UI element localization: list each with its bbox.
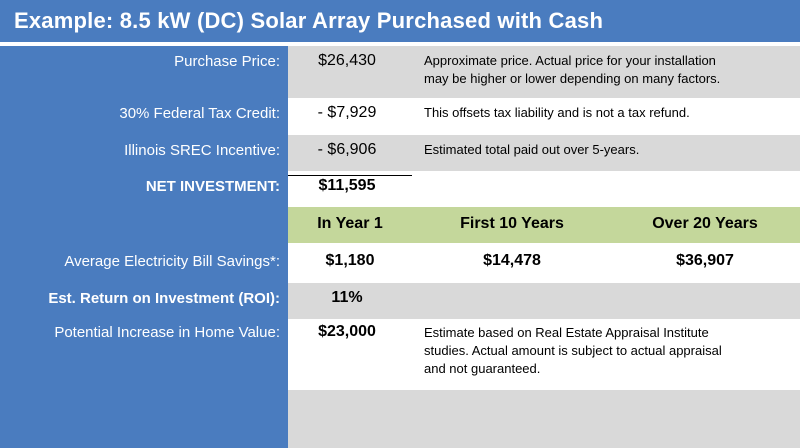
srec-value: - $6,906: [317, 141, 377, 158]
roi-row-bg: [288, 283, 800, 319]
home-value-note: Estimate based on Real Estate Appraisal …: [424, 324, 794, 378]
savings-twenty-years: $36,907: [676, 252, 734, 269]
roi-label: Est. Return on Investment (ROI):: [48, 290, 280, 307]
home-value-label: Potential Increase in Home Value:: [54, 324, 280, 341]
purchase-row-bg: [288, 46, 800, 98]
purchase-price-note: Approximate price. Actual price for your…: [424, 52, 794, 88]
roi-value: 11%: [331, 289, 363, 306]
label-column: [0, 46, 288, 448]
home-note-line: and not guaranteed.: [424, 361, 541, 376]
purchase-note-line: Approximate price. Actual price for your…: [424, 53, 716, 68]
page-title: Example: 8.5 kW (DC) Solar Array Purchas…: [0, 0, 800, 44]
tax-credit-note: This offsets tax liability and is not a …: [424, 105, 690, 120]
tax-credit-value: - $7,929: [317, 104, 377, 121]
net-underline: [288, 175, 412, 176]
home-note-line: studies. Actual amount is subject to act…: [424, 343, 722, 358]
header-ten-years: First 10 Years: [460, 215, 564, 232]
savings-label: Average Electricity Bill Savings*:: [64, 253, 280, 270]
srec-label: Illinois SREC Incentive:: [124, 142, 280, 159]
header-row-bg: [288, 207, 800, 243]
home-value-value: $23,000: [318, 323, 376, 340]
value-area: [288, 46, 800, 448]
net-investment-label: NET INVESTMENT:: [145, 178, 280, 195]
header-year1: In Year 1: [317, 215, 383, 232]
srec-row-bg: [288, 135, 800, 171]
savings-year1: $1,180: [325, 252, 375, 269]
net-investment-value: $11,595: [318, 177, 376, 194]
purchase-price-value: $26,430: [318, 52, 376, 69]
srec-note: Estimated total paid out over 5-years.: [424, 142, 640, 157]
footer-row-bg: [288, 390, 800, 448]
header-twenty-years: Over 20 Years: [652, 215, 758, 232]
purchase-note-line: may be higher or lower depending on many…: [424, 71, 721, 86]
purchase-price-label: Purchase Price:: [174, 53, 280, 70]
home-note-line: Estimate based on Real Estate Appraisal …: [424, 325, 709, 340]
savings-ten-years: $14,478: [483, 252, 541, 269]
tax-credit-label: 30% Federal Tax Credit:: [119, 105, 280, 122]
